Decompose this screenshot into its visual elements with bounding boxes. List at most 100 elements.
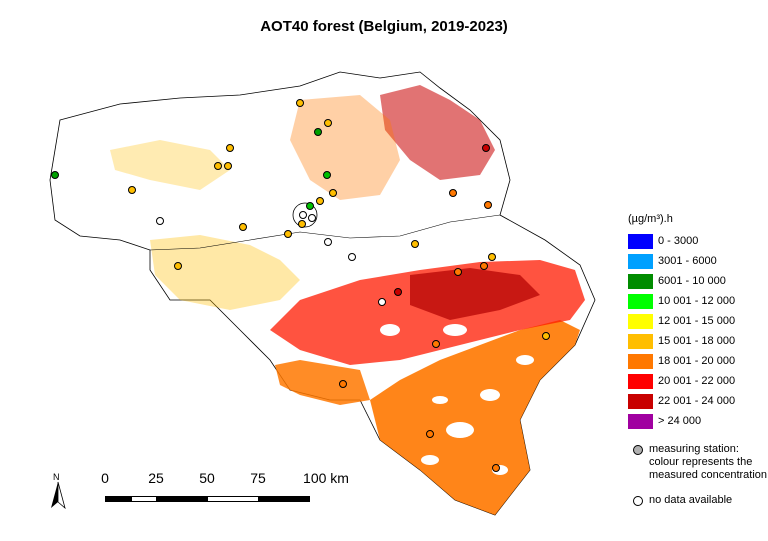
scale-bar: 0 25 50 75 100 km bbox=[90, 470, 350, 510]
legend-label: 18 001 - 20 000 bbox=[658, 355, 736, 367]
nodata-note-text: no data available bbox=[649, 494, 733, 506]
scale-tick: 100 km bbox=[303, 470, 349, 486]
station-marker bbox=[348, 253, 356, 261]
station-marker bbox=[306, 202, 314, 210]
station-marker bbox=[394, 288, 402, 296]
legend-swatch bbox=[628, 353, 653, 369]
north-arrow-icon bbox=[51, 481, 66, 510]
station-marker bbox=[449, 189, 457, 197]
legend-row: 10 001 - 12 000 bbox=[628, 291, 768, 311]
south-east-forest-zone bbox=[370, 320, 580, 515]
station-marker bbox=[432, 340, 440, 348]
station-marker bbox=[480, 262, 488, 270]
legend-swatch bbox=[628, 333, 653, 349]
station-marker bbox=[128, 186, 136, 194]
station-marker bbox=[226, 144, 234, 152]
north-arrow: N bbox=[48, 472, 72, 512]
scale-segment bbox=[131, 496, 157, 502]
station-marker bbox=[214, 162, 222, 170]
scale-tick: 50 bbox=[199, 470, 215, 486]
station-marker bbox=[174, 262, 182, 270]
station-marker bbox=[314, 128, 322, 136]
station-marker bbox=[329, 189, 337, 197]
scale-segment bbox=[105, 496, 132, 502]
central-yellow-strip bbox=[110, 140, 230, 190]
legend-station-note: measuring station: colour represents the… bbox=[628, 443, 768, 482]
brussels-region bbox=[292, 202, 318, 228]
legend-swatch bbox=[628, 413, 653, 429]
legend-row: 15 001 - 18 000 bbox=[628, 331, 768, 351]
station-marker bbox=[339, 380, 347, 388]
map-title: AOT40 forest (Belgium, 2019-2023) bbox=[260, 18, 508, 35]
station-marker bbox=[324, 238, 332, 246]
regional-boundary bbox=[149, 214, 501, 251]
legend-unit: (µg/m³).h bbox=[628, 213, 673, 225]
legend-swatch bbox=[628, 293, 653, 309]
station-marker bbox=[284, 230, 292, 238]
station-marker bbox=[484, 201, 492, 209]
station-marker bbox=[239, 223, 247, 231]
east-darkred-zone bbox=[410, 268, 540, 320]
legend-label: 22 001 - 24 000 bbox=[658, 395, 736, 407]
station-marker bbox=[324, 119, 332, 127]
north-east-orange-zone bbox=[290, 95, 400, 200]
scale-segment bbox=[207, 496, 259, 502]
scale-tick: 75 bbox=[250, 470, 266, 486]
scale-tick: 25 bbox=[148, 470, 164, 486]
legend-classes: 0 - 3000 3001 - 6000 6001 - 10 000 10 001 -… bbox=[628, 231, 768, 431]
measuring-stations bbox=[51, 99, 550, 472]
legend-nodata-note: no data available bbox=[628, 494, 768, 507]
station-marker bbox=[323, 171, 331, 179]
legend-label: 15 001 - 18 000 bbox=[658, 335, 736, 347]
legend-row: 18 001 - 20 000 bbox=[628, 351, 768, 371]
legend-swatch bbox=[628, 313, 653, 329]
legend: (µg/m³).h 0 - 3000 3001 - 6000 6001 - 10 0… bbox=[628, 213, 768, 507]
nodata-dot-icon bbox=[633, 496, 643, 506]
scale-segment bbox=[258, 496, 310, 502]
legend-label: 12 001 - 15 000 bbox=[658, 315, 736, 327]
scale-tick: 0 bbox=[101, 470, 109, 486]
station-dot-icon bbox=[633, 445, 643, 455]
legend-swatch bbox=[628, 253, 653, 269]
station-marker bbox=[492, 464, 500, 472]
legend-label: 20 001 - 22 000 bbox=[658, 375, 736, 387]
station-marker bbox=[454, 268, 462, 276]
legend-row: > 24 000 bbox=[628, 411, 768, 431]
belgium-map bbox=[49, 71, 596, 516]
station-marker bbox=[296, 99, 304, 107]
legend-row: 0 - 3000 bbox=[628, 231, 768, 251]
station-note-text: measuring station: colour represents the… bbox=[649, 443, 768, 481]
south-west-forest-strip bbox=[275, 360, 370, 405]
legend-row: 12 001 - 15 000 bbox=[628, 311, 768, 331]
station-marker bbox=[482, 144, 490, 152]
station-marker bbox=[308, 214, 316, 222]
legend-label: 0 - 3000 bbox=[658, 235, 699, 247]
station-marker bbox=[51, 171, 59, 179]
station-marker bbox=[378, 298, 386, 306]
legend-swatch bbox=[628, 273, 653, 289]
north-east-darkred-zone bbox=[380, 85, 495, 180]
legend-row: 6001 - 10 000 bbox=[628, 271, 768, 291]
legend-swatch bbox=[628, 373, 653, 389]
station-marker bbox=[488, 253, 496, 261]
station-marker bbox=[426, 430, 434, 438]
legend-swatch bbox=[628, 393, 653, 409]
legend-label: > 24 000 bbox=[658, 415, 702, 427]
legend-label: 10 001 - 12 000 bbox=[658, 295, 736, 307]
legend-label: 3001 - 6000 bbox=[658, 255, 717, 267]
station-marker bbox=[542, 332, 550, 340]
scale-segment bbox=[156, 496, 208, 502]
legend-label: 6001 - 10 000 bbox=[658, 275, 726, 287]
station-marker bbox=[316, 197, 324, 205]
north-label: N bbox=[53, 472, 60, 482]
station-marker bbox=[224, 162, 232, 170]
station-marker bbox=[299, 211, 307, 219]
legend-swatch bbox=[628, 233, 653, 249]
legend-row: 20 001 - 22 000 bbox=[628, 371, 768, 391]
station-marker bbox=[156, 217, 164, 225]
legend-row: 3001 - 6000 bbox=[628, 251, 768, 271]
west-yellow-patches bbox=[150, 235, 300, 310]
legend-row: 22 001 - 24 000 bbox=[628, 391, 768, 411]
station-marker bbox=[411, 240, 419, 248]
station-marker bbox=[298, 220, 306, 228]
